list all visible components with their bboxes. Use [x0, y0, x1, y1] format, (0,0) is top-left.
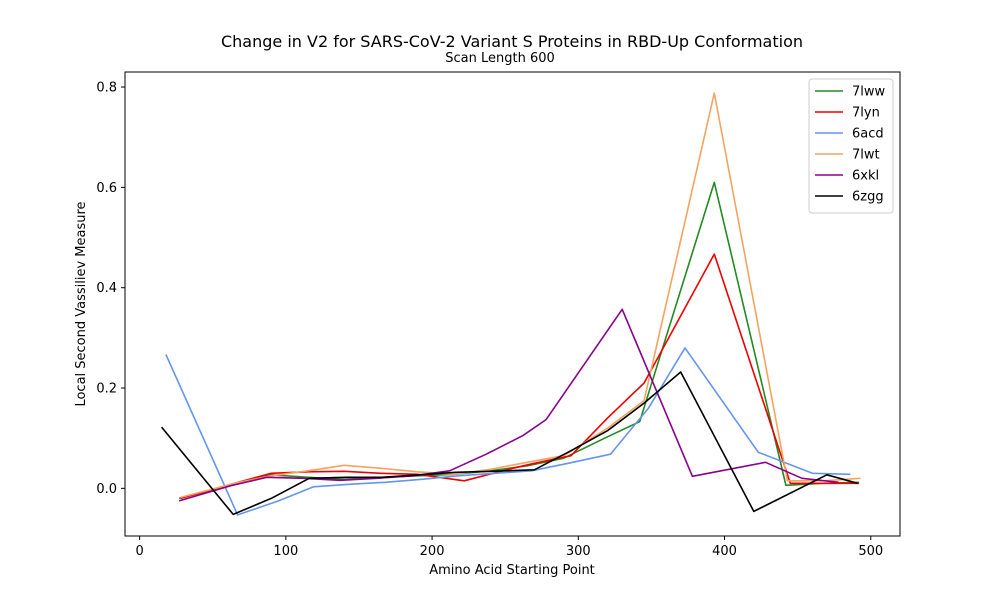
legend-label-7lwt: 7lwt: [852, 148, 880, 163]
y-tick-label: 0.0: [96, 482, 117, 497]
y-tick-label: 0.8: [96, 81, 117, 96]
series-line-6zgg: [160, 371, 858, 516]
y-axis-label: Local Second Vassiliev Measure: [74, 201, 89, 406]
legend-label-6acd: 6acd: [852, 127, 884, 142]
chart-subtitle: Scan Length 600: [445, 51, 555, 66]
chart-title: Change in V2 for SARS-CoV-2 Variant S Pr…: [221, 32, 803, 51]
y-tick-label: 0.4: [96, 281, 117, 296]
series-line-7lwt: [180, 92, 861, 499]
plot-frame: [124, 71, 901, 537]
legend-label-6zgg: 6zgg: [852, 190, 884, 205]
x-axis-label: Amino Acid Starting Point: [429, 563, 595, 578]
legend-label-7lww: 7lww: [852, 85, 886, 100]
x-tick-label: 0: [135, 544, 143, 559]
y-axis-ticks: 0.0 0.2 0.4 0.6 0.8: [96, 81, 125, 497]
y-tick-label: 0.2: [96, 382, 117, 397]
series-line-6acd: [165, 347, 851, 516]
legend-label-7lyn: 7lyn: [852, 106, 880, 121]
series-layer: [160, 92, 861, 516]
x-tick-label: 400: [712, 544, 737, 559]
x-tick-label: 300: [566, 544, 591, 559]
legend: 7lww 7lyn 6acd 7lwt 6xkl 6zgg: [808, 78, 894, 214]
x-tick-label: 200: [420, 544, 445, 559]
x-tick-label: 100: [273, 544, 298, 559]
legend-label-6xkl: 6xkl: [852, 169, 879, 184]
series-line-6xkl: [178, 308, 839, 502]
x-tick-label: 500: [858, 544, 883, 559]
series-line-7lyn: [180, 253, 860, 500]
y-tick-label: 0.6: [96, 181, 117, 196]
x-axis-ticks: 0 100 200 300 400 500: [135, 536, 883, 559]
